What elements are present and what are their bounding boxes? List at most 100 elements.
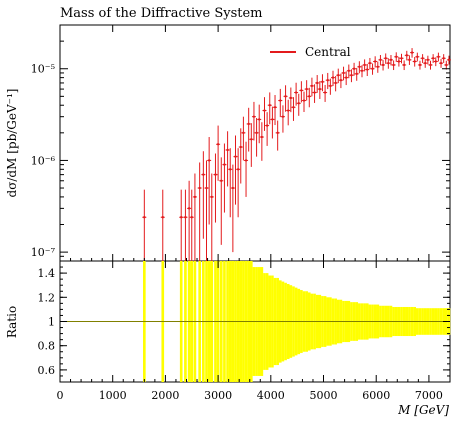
x-axis-ticks: 0 1000 2000 3000 4000 5000 6000 7000 [57,25,443,402]
data-point [202,173,205,176]
data-point [229,168,232,171]
legend: Central [270,45,351,59]
data-point [220,179,223,182]
data-point [373,60,377,63]
x-tick-label: 1000 [99,389,127,402]
x-tick-label: 2000 [151,389,179,402]
y-tick-label-ratio: 1 [48,316,55,329]
data-point [239,145,242,149]
data-point [187,207,191,210]
y-axis-ticks-main: 10⁻⁷ 10⁻⁶ 10⁻⁵ [31,40,450,262]
legend-label-central: Central [305,45,351,59]
data-point [408,58,411,62]
data-point [424,61,427,65]
data-point [350,74,353,77]
data-point [426,58,430,62]
data-point [381,63,385,67]
data-point [387,61,390,65]
data-point [384,57,387,60]
y-tick-label-main: 10⁻⁶ [31,154,56,167]
data-point [342,71,345,75]
data-point [355,72,358,76]
data-point [402,63,406,67]
data-point [368,61,372,65]
data-point [376,65,379,69]
data-point [255,131,258,135]
data-point [281,115,285,118]
data-point [210,195,213,199]
data-point [226,148,229,152]
data-point [313,91,316,94]
y-tick-label-ratio: 1.2 [38,291,56,304]
data-point [252,115,256,118]
data-point [437,55,440,58]
data-point [321,80,324,84]
data-point [231,186,235,190]
x-tick-label: 6000 [362,389,390,402]
data-point [242,131,245,135]
data-point [207,159,211,162]
y-tick-label-main: 10⁻⁷ [31,246,56,259]
data-point [366,68,369,71]
data-point [429,63,432,67]
data-point [397,60,401,63]
data-point [392,63,395,67]
chart-title: Mass of the Diffractive System [60,6,263,21]
data-point [260,135,264,139]
data-point [323,91,327,94]
data-point [410,51,414,54]
data-point [180,216,183,219]
data-point [421,57,424,60]
data-point [400,57,403,60]
data-point [395,55,398,58]
x-tick-label: 7000 [415,389,443,402]
data-point [337,74,340,77]
data-point [331,76,335,79]
data-point [339,78,343,82]
data-point [265,124,269,127]
data-point [271,118,274,121]
data-point [315,81,319,85]
data-point [258,118,261,121]
x-tick-label: 5000 [310,389,338,402]
x-axis-label: M [GeV] [397,403,449,417]
data-point [292,106,295,109]
data-point [358,65,361,69]
data-point [329,84,332,88]
data-point [418,63,422,67]
x-tick-label: 3000 [204,389,232,402]
data-point [284,95,287,98]
data-point [287,109,290,112]
data-point [371,67,374,70]
data-point [205,186,208,190]
data-point [334,81,337,85]
data-point [431,57,435,60]
data-point [302,99,306,102]
x-tick-label: 0 [57,389,64,402]
data-point [442,57,445,60]
data-point [214,173,217,176]
data-point [413,60,416,63]
data-point [289,96,293,100]
y-axis-label-ratio: Ratio [5,306,19,338]
data-point [247,122,250,126]
y-axis-label-main: dσ/dM [pb/GeV⁻¹] [5,89,19,198]
data-point [273,106,277,109]
main-data-points [142,48,451,261]
data-point [326,78,329,82]
data-point [434,60,437,63]
data-point [445,63,448,67]
y-tick-label-main: 10⁻⁵ [31,63,55,76]
data-point [305,87,308,91]
data-point [223,163,226,166]
y-tick-label-ratio: 0.8 [38,340,56,353]
data-point [276,131,279,135]
data-point [143,216,146,219]
data-point [300,89,303,92]
data-point [190,216,193,219]
data-point [297,102,300,105]
data-point [263,109,266,112]
data-point [244,159,248,162]
data-point [405,54,408,57]
data-point [344,76,348,79]
